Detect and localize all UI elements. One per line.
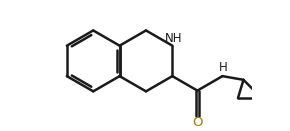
Text: O: O xyxy=(192,116,203,129)
Text: NH: NH xyxy=(165,32,183,45)
Text: H: H xyxy=(219,61,227,74)
